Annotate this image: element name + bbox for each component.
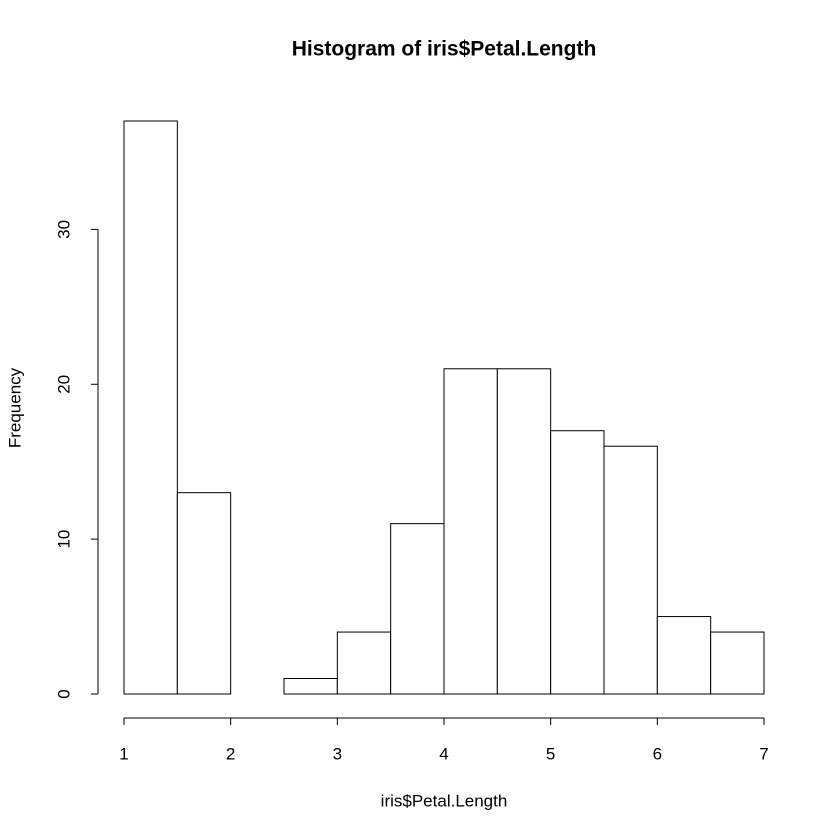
x-tick-label: 7 [759,744,768,763]
x-tick-label: 2 [226,744,235,763]
y-tick-label: 20 [54,375,73,394]
y-tick-label: 10 [54,530,73,549]
bar [603,445,658,695]
chart-title: Histogram of iris$Petal.Length [292,38,597,61]
bar [710,631,765,695]
bar [336,631,392,695]
bar [550,430,605,695]
bar [390,523,445,695]
bar [123,120,178,695]
y-tick-label: 0 [54,689,73,698]
y-axis-label: Frequency [5,367,24,448]
bar [496,368,552,695]
bar [443,368,498,695]
bar [283,678,338,695]
x-axis-label: iris$Petal.Length [381,791,508,810]
x-tick-label: 1 [119,744,128,763]
x-tick-label: 4 [439,744,448,763]
x-tick-label: 6 [653,744,662,763]
bar [176,492,232,695]
x-tick-label: 5 [546,744,555,763]
x-tick-label: 3 [333,744,342,763]
bar [656,616,712,695]
y-tick-label: 30 [54,220,73,239]
